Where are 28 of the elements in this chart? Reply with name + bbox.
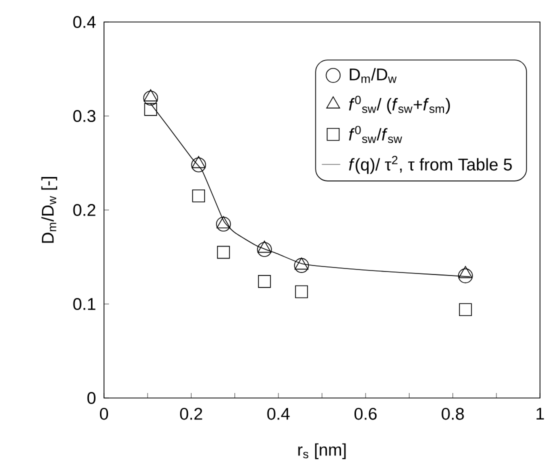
y-tick-label: 0.1 <box>73 298 96 310</box>
point <box>258 275 271 288</box>
x-axis-title: r$_{s}$ [nm] <box>298 443 346 460</box>
text: f$^{0}$$_{sw}$/ (f$_{sw}$+f$_{sm}$) <box>349 96 450 114</box>
point <box>257 242 272 257</box>
x-tick-label: 0.4 <box>267 408 290 420</box>
legend-label: D$_{m}$/D$_{w}$ <box>350 68 397 83</box>
legend-label: f$^{0}$$_{sw}$/f$_{sw}$ <box>349 126 402 144</box>
point <box>295 285 308 298</box>
x-tick-label: 0.2 <box>180 408 202 420</box>
y-axis-title: D$_{m}$/D$_{w}$ [-] <box>41 177 58 243</box>
y-tick-label: 0.2 <box>73 204 96 216</box>
point <box>459 303 472 316</box>
point <box>216 216 231 232</box>
legend-label: f(q)/ τ$^{2}$, τ from Table 5 <box>349 156 512 174</box>
y-tick-label: 0 <box>87 392 96 404</box>
point <box>143 90 158 106</box>
y-tick-label: 0.4 <box>73 16 96 28</box>
x-tick-label: 0.6 <box>354 408 377 420</box>
point <box>294 258 309 273</box>
point <box>191 157 206 172</box>
y-tick-label: 0.3 <box>73 110 96 122</box>
x-tick-label: 0 <box>100 408 108 420</box>
point <box>217 246 230 259</box>
point <box>192 190 206 202</box>
x-tick-label: 1 <box>536 408 544 420</box>
x-tick-label: 0.8 <box>442 408 464 420</box>
point <box>144 103 158 116</box>
